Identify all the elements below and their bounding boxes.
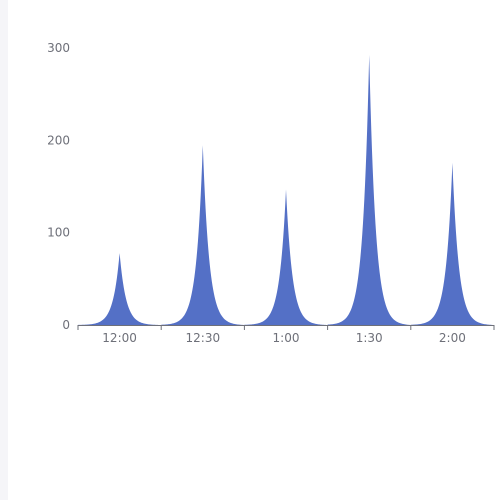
- x-tick-label: 12:30: [186, 331, 221, 345]
- area-peak-200: [410, 162, 494, 325]
- x-tick-label: 2:00: [439, 331, 466, 345]
- left-panel-strip: [0, 0, 8, 500]
- x-axis-ticks: 12:00 12:30 1:00 1:30 2:00: [77, 325, 495, 345]
- y-tick-label: 100: [47, 226, 70, 240]
- y-tick-label: 0: [62, 318, 70, 332]
- x-tick-label: 1:00: [273, 331, 300, 345]
- x-tick-label: 1:30: [356, 331, 383, 345]
- area-peak-130: [327, 54, 411, 326]
- y-axis-ticks: 0 100 200 300: [47, 41, 70, 332]
- x-tick-label: 12:00: [102, 331, 137, 345]
- y-tick-label: 300: [47, 41, 70, 55]
- area-peak-100: [244, 189, 328, 325]
- y-tick-label: 200: [47, 133, 70, 147]
- area-series: [78, 54, 494, 326]
- area-peak-1230: [161, 145, 245, 325]
- area-peak-1200: [78, 253, 162, 325]
